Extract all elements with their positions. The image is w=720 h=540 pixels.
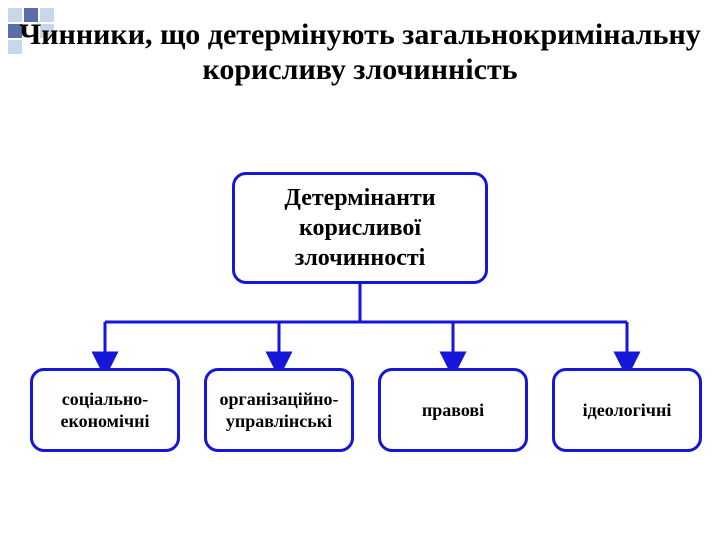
root-node-label: Детермінанти корисливої злочинності: [235, 183, 485, 273]
child-node-0: соціально-економічні: [30, 368, 180, 452]
child-node-label: ідеологічні: [583, 399, 672, 422]
child-node-3: ідеологічні: [552, 368, 702, 452]
child-node-1: організаційно-управлінські: [204, 368, 354, 452]
child-node-label: організаційно-управлінські: [207, 388, 351, 433]
child-node-2: правові: [378, 368, 528, 452]
page-title: Чинники, що детермінують загальнокриміна…: [0, 18, 720, 87]
child-node-label: правові: [422, 399, 484, 422]
root-node: Детермінанти корисливої злочинності: [232, 172, 488, 284]
child-node-label: соціально-економічні: [33, 388, 177, 433]
